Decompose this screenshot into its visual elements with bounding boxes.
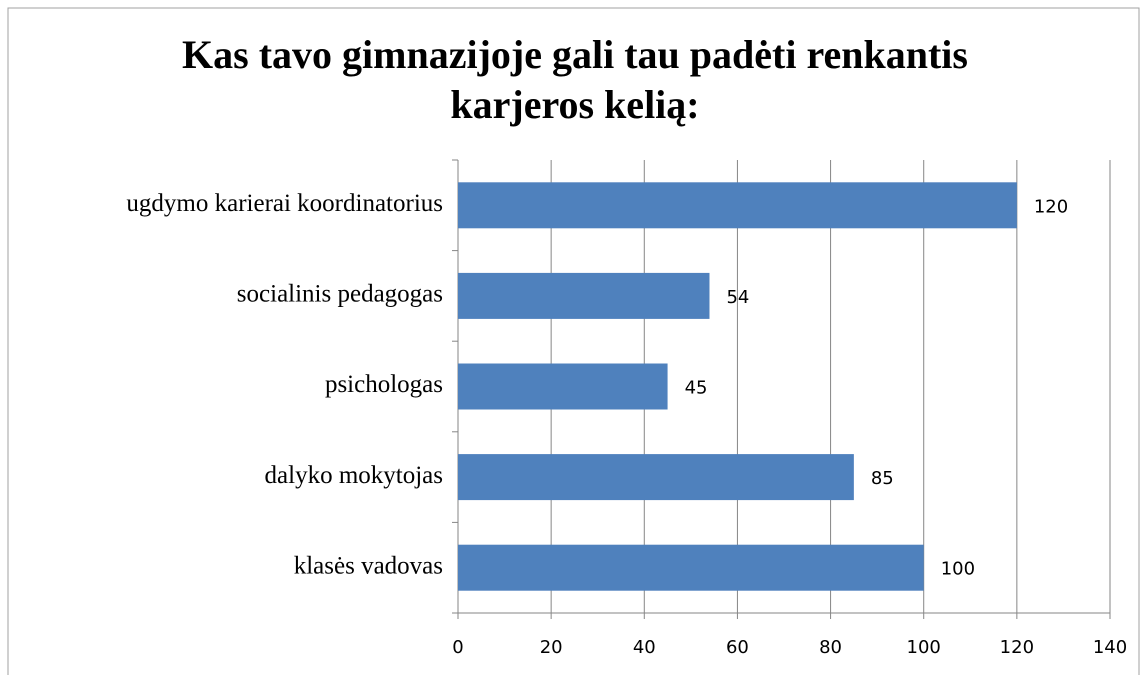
category-label: klasės vadovas <box>294 552 443 579</box>
chart-frame <box>7 7 1140 675</box>
category-label: ugdymo karierai koordinatorius <box>126 190 443 217</box>
category-label: psichologas <box>325 371 443 398</box>
x-tick-label: 120 <box>1000 637 1034 658</box>
bar <box>458 454 854 501</box>
x-tick-label: 140 <box>1093 637 1127 658</box>
x-tick-label: 100 <box>907 637 941 658</box>
bar <box>458 182 1017 229</box>
chart-title: Kas tavo gimnazijoje gali tau padėti ren… <box>182 32 968 127</box>
x-tick-label: 0 <box>452 637 463 658</box>
data-label: 85 <box>871 468 894 489</box>
data-label: 120 <box>1034 196 1068 217</box>
data-label: 45 <box>685 378 708 399</box>
bar <box>458 272 710 319</box>
category-label: socialinis pedagogas <box>237 281 443 308</box>
x-tick-label: 40 <box>633 637 656 658</box>
x-tick-label: 60 <box>726 637 749 658</box>
data-label: 100 <box>941 559 975 580</box>
bar <box>458 363 668 410</box>
bar <box>458 544 924 591</box>
x-tick-label: 20 <box>540 637 563 658</box>
data-label: 54 <box>726 287 749 308</box>
x-tick-label: 80 <box>819 637 842 658</box>
category-label: dalyko mokytojas <box>265 462 443 489</box>
